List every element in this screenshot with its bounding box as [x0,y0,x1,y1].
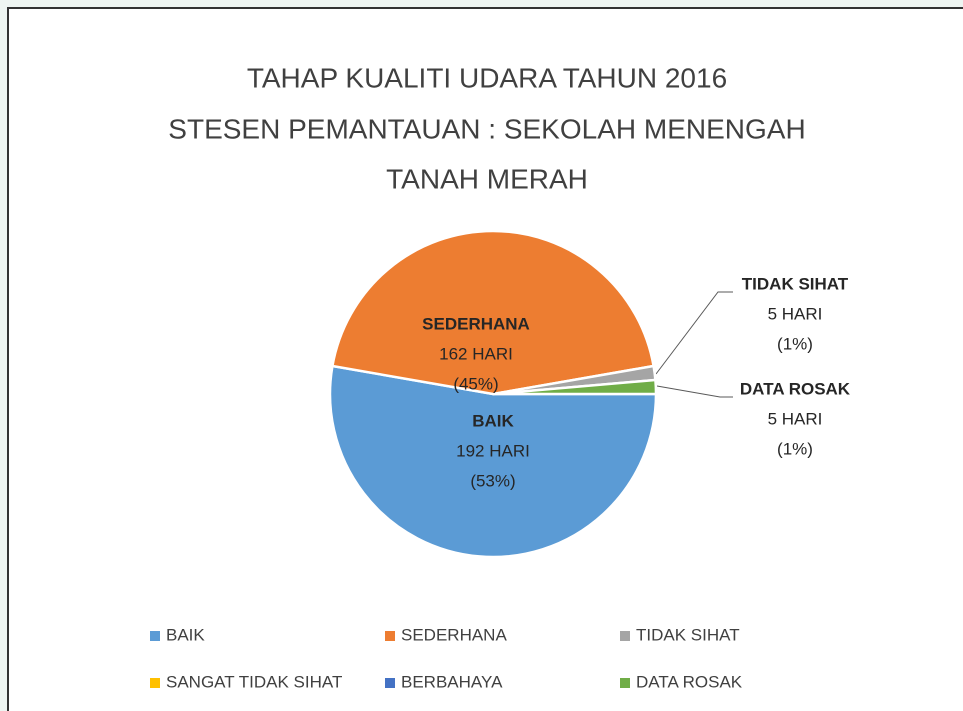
data-label-percent: (1%) [777,334,813,353]
data-label-value: 5 HARI [768,304,823,323]
legend-label: TIDAK SIHAT [636,625,740,644]
data-label-value: 192 HARI [456,441,530,460]
data-label-percent: (1%) [777,439,813,458]
legend-swatch [385,678,395,688]
chart-title: TANAH MERAH [386,163,588,194]
legend-label: BERBAHAYA [401,672,503,691]
data-label-name: TIDAK SIHAT [742,274,849,293]
legend-swatch [620,678,630,688]
data-label-value: 162 HARI [439,344,513,363]
data-label-name: DATA ROSAK [740,379,851,398]
leader-line [656,385,733,398]
leader-line [655,291,733,375]
legend-swatch [620,631,630,641]
pie-slice [330,229,656,396]
legend-label: SANGAT TIDAK SIHAT [166,672,342,691]
data-label-name: BAIK [472,411,514,430]
legend-swatch [385,631,395,641]
legend-label: SEDERHANA [401,625,507,644]
chart-title: STESEN PEMANTAUAN : SEKOLAH MENENGAH [168,113,805,144]
legend-swatch [150,631,160,641]
data-label-name: SEDERHANA [422,314,530,333]
legend-label: DATA ROSAK [636,672,743,691]
data-label-percent: (45%) [453,374,498,393]
data-label-value: 5 HARI [768,409,823,428]
legend-swatch [150,678,160,688]
chart-title: TAHAP KUALITI UDARA TAHUN 2016 [247,62,727,93]
pie-slice [492,378,658,396]
legend-label: BAIK [166,625,205,644]
pie-slice [328,364,658,559]
data-label-percent: (53%) [470,471,515,490]
